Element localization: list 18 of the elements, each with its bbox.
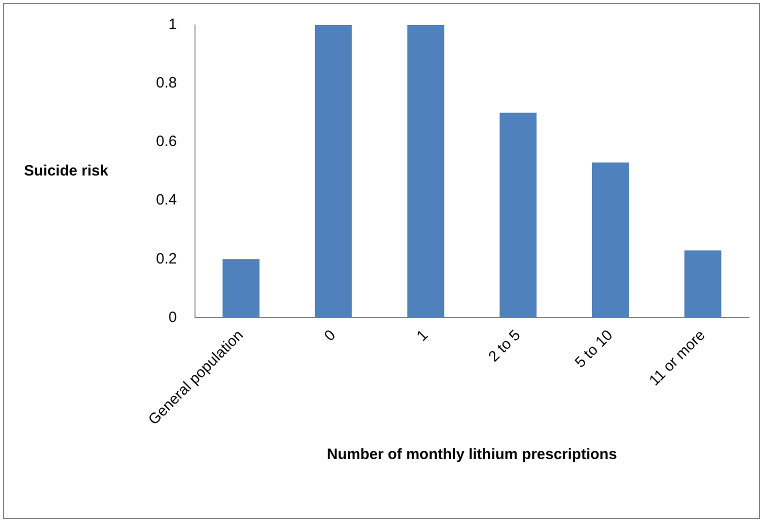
y-tick-label: 0.2 [156,250,177,268]
x-tick-label: 5 to 10 [572,326,616,372]
bar [222,259,260,318]
y-axis-title: Suicide risk [24,162,109,180]
y-tick-label: 1 [168,16,177,34]
y-tick-label: 0.6 [156,133,177,150]
bar [684,250,722,318]
bar [314,25,352,318]
x-axis-title: Number of monthly lithium prescriptions [326,446,617,464]
y-tick-label: 0.8 [156,74,177,92]
x-tick-label: 2 to 5 [485,326,524,366]
x-tick-label: 1 [414,326,432,345]
y-tick-label: 0 [168,308,177,326]
bar [407,25,444,318]
y-tick-label: 0.4 [156,192,177,209]
bar [500,112,537,318]
x-tick-label: 0 [321,326,340,345]
bar [592,162,629,318]
